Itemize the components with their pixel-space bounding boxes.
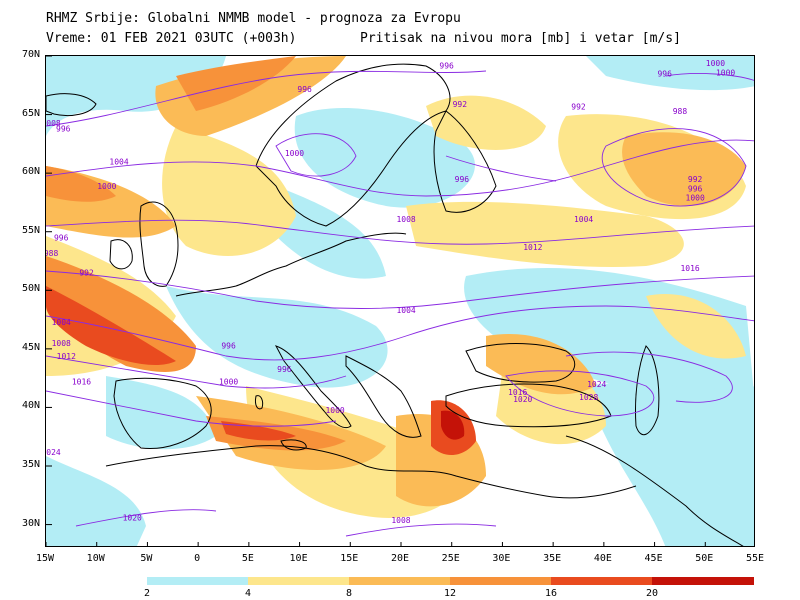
isobar-label: 1000 xyxy=(285,149,304,158)
isobar-label: 1004 xyxy=(52,318,71,327)
longitude-label: 40E xyxy=(593,553,612,564)
longitude-label: 5W xyxy=(140,553,153,564)
latitude-label: 70N xyxy=(21,49,40,60)
colorbar-segment xyxy=(450,577,552,585)
latitude-label: 60N xyxy=(21,166,40,178)
isobar-label: 996 xyxy=(439,61,454,70)
map-title: RHMZ Srbije: Globalni NMMB model - progn… xyxy=(46,11,461,26)
isobar-label: 996 xyxy=(297,85,312,94)
latitude-label: 55N xyxy=(21,224,40,236)
isobar-label: 1000 xyxy=(706,59,725,68)
forecast-map: 996 992 992 988 996 996 1000 1000 1004 1000 996 996… xyxy=(45,55,755,547)
isobar-label: 992 xyxy=(453,100,468,109)
colorbar-tick-label: 2 xyxy=(143,588,151,599)
wind-speed-colorbar xyxy=(147,577,754,585)
latitude-label: 35N xyxy=(21,459,40,470)
variable-description: Pritisak na nivou mora [mb] i vetar [m/s… xyxy=(360,31,681,46)
longitude-label: 0 xyxy=(194,553,201,564)
graticule-ticks xyxy=(46,56,706,546)
longitude-label: 5E xyxy=(241,553,254,564)
isobar-label: 1028 xyxy=(579,393,598,402)
isobar-label: 1004 xyxy=(574,215,593,224)
isobar-label: 1020 xyxy=(123,514,142,523)
colorbar-segment xyxy=(551,577,653,585)
longitude-label: 25E xyxy=(441,553,460,564)
colorbar-tick-label: 8 xyxy=(345,588,353,599)
longitude-label: 10W xyxy=(86,553,105,564)
longitude-label: 15W xyxy=(35,553,55,564)
isobar-label: 1000 xyxy=(686,194,705,203)
isobar-label: 1008 xyxy=(52,339,71,348)
isobar-label: 1024 xyxy=(46,448,61,457)
isobar-label: 996 xyxy=(277,365,292,374)
isobars xyxy=(46,70,754,537)
isobar-label: 1008 xyxy=(46,119,61,128)
latitude-label: 65N xyxy=(21,107,40,119)
isobar-label: 996 xyxy=(54,234,69,243)
isobar-label: 1024 xyxy=(587,380,606,389)
colorbar-segment xyxy=(248,577,350,585)
isobar-label: 1016 xyxy=(508,388,527,397)
isobar-label: 1016 xyxy=(680,264,699,273)
forecast-time: Vreme: 01 FEB 2021 03UTC (+003h) xyxy=(46,31,297,46)
colorbar-segment xyxy=(147,577,249,585)
isobar-label: 1008 xyxy=(391,516,410,525)
wind-speed-shading xyxy=(46,56,754,546)
longitude-label: 45E xyxy=(644,553,663,564)
isobar-label: 1020 xyxy=(513,395,532,404)
isobar-label: 996 xyxy=(221,341,236,350)
isobar-label: 1004 xyxy=(396,306,415,315)
colorbar-tick-label: 12 xyxy=(443,588,457,599)
isobar-label: 1008 xyxy=(396,215,415,224)
longitude-label: 30E xyxy=(492,553,511,564)
isobar-label: 996 xyxy=(455,175,470,184)
colorbar-segment xyxy=(349,577,451,585)
longitude-label: 10E xyxy=(289,553,308,564)
isobar-label: 988 xyxy=(46,249,58,258)
isobar-label: 1000 xyxy=(325,406,344,415)
colorbar-tick-label: 4 xyxy=(244,588,252,599)
isobar-label: 988 xyxy=(673,107,688,116)
longitude-label: 20E xyxy=(390,553,410,564)
longitude-label: 55E xyxy=(745,553,765,564)
isobar-label: 996 xyxy=(688,184,703,193)
longitude-label: 35E xyxy=(543,553,562,564)
latitude-label: 50N xyxy=(21,283,40,295)
colorbar-segment xyxy=(652,577,754,585)
colorbar-tick-label: 20 xyxy=(645,588,659,599)
longitude-label: 50E xyxy=(695,553,714,564)
latitude-label: 40N xyxy=(21,400,40,412)
latitude-label: 45N xyxy=(21,341,40,353)
isobar-label: 1012 xyxy=(57,352,76,361)
longitude-label: 15E xyxy=(340,553,359,564)
isobar-label: 1000 xyxy=(716,68,735,77)
coastlines xyxy=(46,63,744,546)
isobar-label: 992 xyxy=(571,102,586,111)
isobar-label: 992 xyxy=(79,269,94,278)
isobar-label: 1000 xyxy=(97,182,116,191)
isobar-label: 996 xyxy=(657,70,672,79)
isobar-label: 1000 xyxy=(219,378,238,387)
isobar-label: 1012 xyxy=(523,243,542,252)
latitude-label: 30N xyxy=(21,517,40,529)
isobar-label: 1004 xyxy=(109,157,128,166)
isobar-label: 992 xyxy=(688,175,703,184)
colorbar-tick-label: 16 xyxy=(544,588,558,599)
isobar-label: 1016 xyxy=(72,378,91,387)
isobar-label: 996 xyxy=(56,125,71,134)
